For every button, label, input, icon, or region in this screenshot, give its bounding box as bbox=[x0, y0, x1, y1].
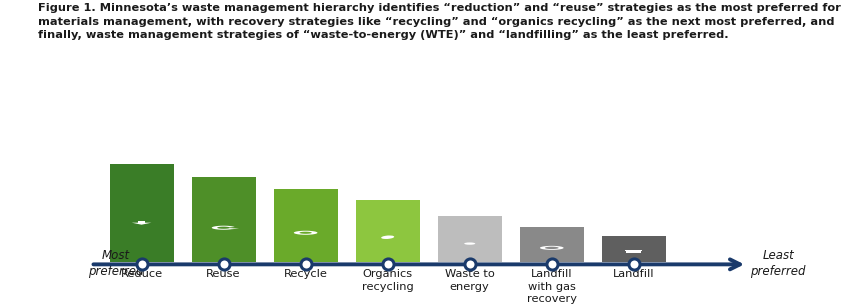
Text: Reuse: Reuse bbox=[206, 269, 241, 279]
Bar bbox=[437, 216, 502, 262]
Bar bbox=[273, 189, 337, 262]
Polygon shape bbox=[232, 228, 239, 229]
Text: Waste to
energy: Waste to energy bbox=[445, 269, 495, 292]
Text: Organics
recycling: Organics recycling bbox=[362, 269, 414, 292]
Wedge shape bbox=[212, 226, 235, 230]
Text: Least
preferred: Least preferred bbox=[750, 249, 806, 278]
Wedge shape bbox=[294, 231, 317, 235]
Ellipse shape bbox=[464, 242, 475, 245]
Bar bbox=[109, 164, 173, 262]
Polygon shape bbox=[132, 223, 151, 225]
Bar bbox=[192, 177, 256, 262]
Text: Landfill
with gas
recovery: Landfill with gas recovery bbox=[526, 269, 577, 304]
Bar bbox=[138, 221, 145, 223]
Bar bbox=[627, 251, 641, 253]
Text: Reduce: Reduce bbox=[120, 269, 162, 279]
Text: Landfill: Landfill bbox=[613, 269, 654, 279]
Bar bbox=[626, 250, 643, 251]
Bar bbox=[520, 227, 584, 262]
Text: Recycle: Recycle bbox=[283, 269, 327, 279]
Text: Most
preferred: Most preferred bbox=[88, 249, 144, 278]
Ellipse shape bbox=[381, 236, 394, 239]
Bar bbox=[602, 236, 666, 262]
Bar bbox=[356, 200, 420, 262]
Text: Figure 1. Minnesota’s waste management hierarchy identifies “reduction” and “reu: Figure 1. Minnesota’s waste management h… bbox=[38, 3, 841, 40]
